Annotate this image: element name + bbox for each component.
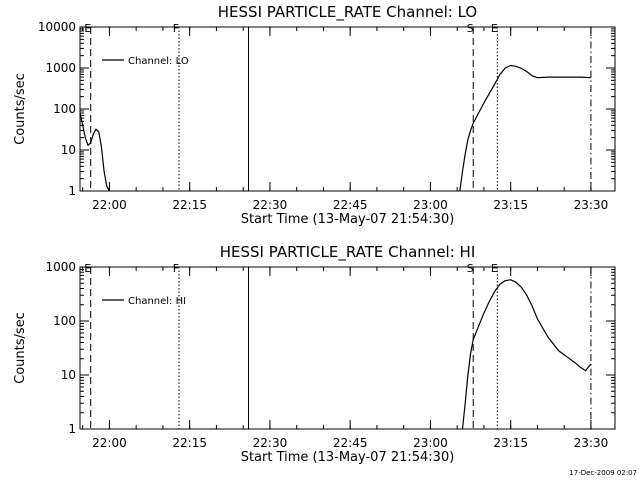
marker-label-2: F: [173, 22, 179, 35]
y-tick-label-3: 100: [53, 314, 76, 328]
y-axis-title: Counts/sec: [13, 73, 28, 145]
x-tick-label-3: 22:30: [253, 198, 288, 212]
panel-hi: HESSI PARTICLE_RATE Channel: HI E F S E 1 10 10…: [13, 243, 616, 465]
plot-frame: [79, 266, 616, 430]
y-tick-label-4: 1000: [45, 260, 76, 274]
x-tick-label-7: 23:30: [574, 198, 609, 212]
marker-label-5: E: [491, 22, 498, 35]
footer-date: 17-Dec-2009 02:07: [569, 469, 637, 477]
series-1-segment-1: [461, 279, 592, 430]
marker-label-1: E: [84, 22, 91, 35]
y-tick-label-5: 10000: [38, 20, 76, 34]
chart-title: HESSI PARTICLE_RATE Channel: LO: [218, 3, 477, 22]
y-tick-label-4: 1000: [45, 61, 76, 75]
chart-title: HESSI PARTICLE_RATE Channel: HI: [220, 243, 476, 262]
marker-label-4: S: [467, 22, 474, 35]
x-tick-label-1: 22:00: [92, 198, 127, 212]
y-tick-label-1: 1: [68, 184, 76, 198]
y-tick-label-2: 10: [61, 143, 76, 157]
x-tick-label-1: 22:00: [92, 436, 127, 450]
series-1-segment-1: [79, 112, 110, 192]
marker-label-5: E: [491, 262, 498, 275]
x-tick-label-5: 23:00: [413, 436, 448, 450]
plot-frame: [79, 26, 616, 192]
legend-label: Channel: LO: [128, 56, 189, 67]
y-axis-title: Counts/sec: [13, 312, 28, 384]
y-tick-label-2: 10: [61, 368, 76, 382]
x-axis-title: Start Time (13-May-07 21:54:30): [241, 212, 455, 227]
y-tick-label-1: 1: [68, 422, 76, 436]
x-tick-label-4: 22:45: [333, 198, 368, 212]
marker-label-1: E: [84, 262, 91, 275]
legend-label: Channel: HI: [128, 296, 186, 307]
x-tick-label-2: 22:15: [172, 198, 207, 212]
marker-label-2: F: [173, 262, 179, 275]
x-tick-label-3: 22:30: [253, 436, 288, 450]
x-axis-title: Start Time (13-May-07 21:54:30): [241, 450, 455, 465]
x-tick-label-5: 23:00: [413, 198, 448, 212]
x-tick-label-4: 22:45: [333, 436, 368, 450]
panel-lo: HESSI PARTICLE_RATE Channel: LO E F S E 1 10 10…: [13, 3, 616, 227]
marker-label-4: S: [467, 262, 474, 275]
x-tick-label-6: 23:15: [493, 198, 528, 212]
x-tick-label-7: 23:30: [574, 436, 609, 450]
x-tick-label-6: 23:15: [493, 436, 528, 450]
series-1-segment-2: [459, 64, 591, 192]
x-tick-label-2: 22:15: [172, 436, 207, 450]
y-tick-label-3: 100: [53, 102, 76, 116]
